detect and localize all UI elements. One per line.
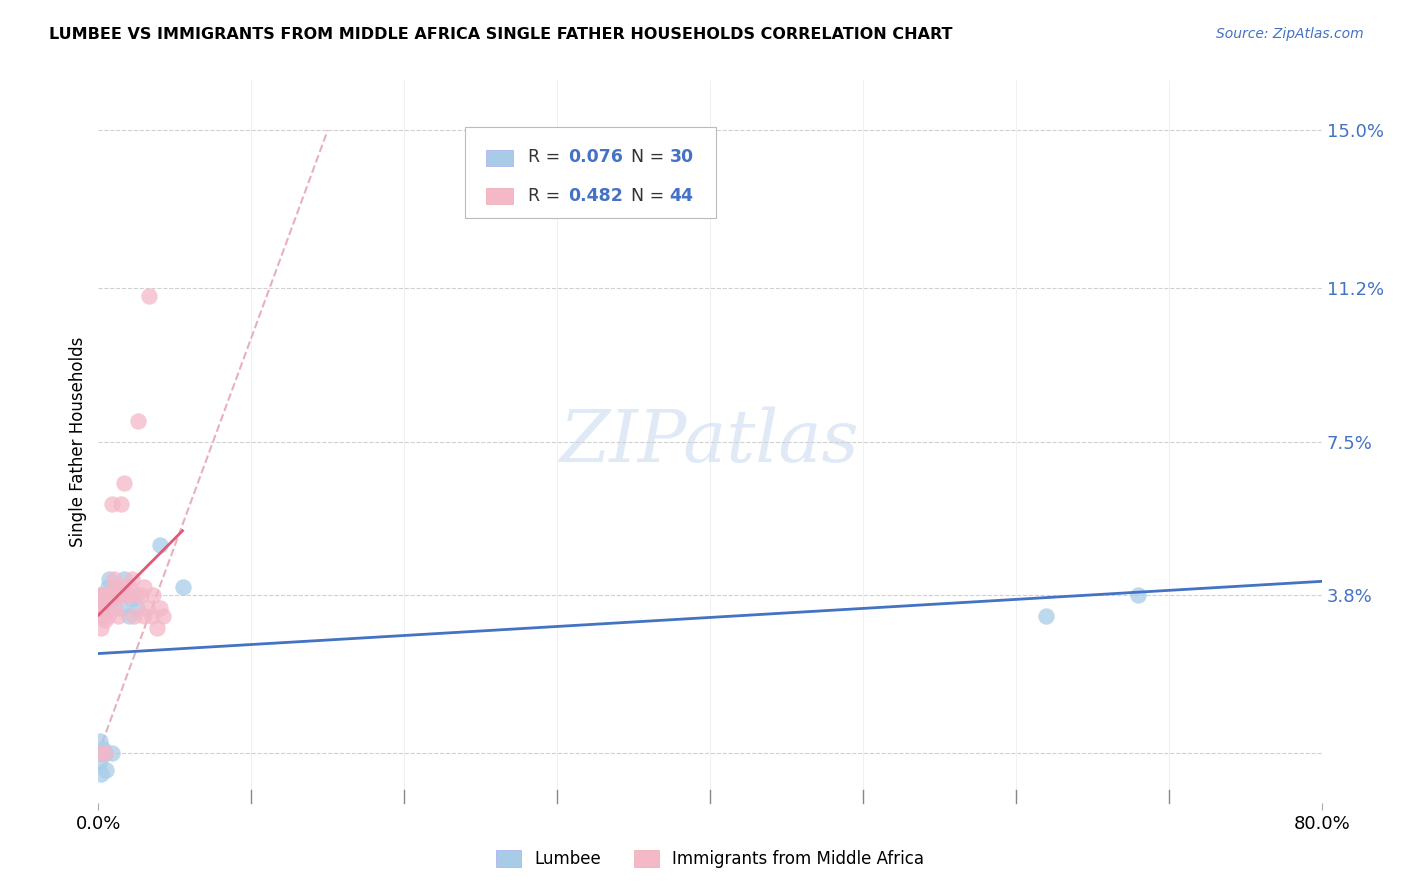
Point [97, 609, 120, 624]
Point [129, 588, 152, 602]
Point [89, 733, 111, 747]
Point [90, 766, 112, 780]
Legend: Lumbee, Immigrants from Middle Africa: Lumbee, Immigrants from Middle Africa [489, 844, 931, 875]
Point [90, 609, 112, 624]
Point [94, 588, 117, 602]
Point [100, 592, 122, 607]
Point [91, 746, 114, 760]
Point [118, 588, 141, 602]
Point [138, 289, 160, 303]
Point [118, 580, 141, 594]
Text: R =: R = [527, 186, 565, 204]
Point [101, 746, 124, 760]
Point [91, 600, 114, 615]
Point [93, 613, 115, 627]
Point [107, 609, 129, 624]
Point [104, 580, 127, 594]
Point [91, 609, 114, 624]
Text: 0.076: 0.076 [568, 148, 623, 167]
Point [91, 597, 114, 611]
Point [121, 592, 143, 607]
Point [136, 600, 159, 615]
Point [105, 588, 128, 602]
Point [89, 609, 111, 624]
Text: N =: N = [620, 186, 669, 204]
FancyBboxPatch shape [486, 150, 513, 166]
Text: 30: 30 [669, 148, 693, 167]
Point [90, 600, 112, 615]
Point [90, 588, 112, 602]
Point [115, 588, 138, 602]
Point [91, 741, 114, 756]
Point [103, 588, 125, 602]
Point [89, 588, 111, 602]
Point [1128, 588, 1150, 602]
Text: 0.482: 0.482 [568, 186, 623, 204]
Point [111, 580, 134, 594]
Point [90, 588, 112, 602]
Point [103, 572, 125, 586]
Point [1035, 609, 1057, 624]
Text: Source: ZipAtlas.com: Source: ZipAtlas.com [1216, 27, 1364, 41]
Point [122, 609, 145, 624]
FancyBboxPatch shape [486, 188, 513, 204]
Point [103, 580, 125, 594]
Point [118, 609, 141, 624]
Point [94, 600, 117, 615]
Point [141, 609, 163, 624]
Point [97, 580, 120, 594]
Point [89, 746, 111, 760]
Point [100, 588, 122, 602]
Point [149, 600, 172, 615]
Point [90, 746, 112, 760]
Point [93, 746, 115, 760]
Point [134, 580, 156, 594]
Point [93, 746, 115, 760]
Text: 44: 44 [669, 186, 693, 204]
Point [93, 600, 115, 615]
Point [98, 588, 121, 602]
Text: N =: N = [620, 148, 669, 167]
Point [104, 600, 127, 615]
Point [108, 588, 131, 602]
Point [89, 746, 111, 760]
Point [125, 588, 148, 602]
Text: R =: R = [527, 148, 565, 167]
Point [125, 600, 148, 615]
FancyBboxPatch shape [465, 128, 716, 218]
Point [152, 609, 174, 624]
Point [101, 497, 124, 511]
Point [112, 572, 135, 586]
Point [112, 476, 135, 491]
Point [89, 754, 111, 768]
Point [121, 572, 143, 586]
Point [110, 497, 132, 511]
Point [89, 597, 111, 611]
Text: LUMBEE VS IMMIGRANTS FROM MIDDLE AFRICA SINGLE FATHER HOUSEHOLDS CORRELATION CHA: LUMBEE VS IMMIGRANTS FROM MIDDLE AFRICA … [49, 27, 953, 42]
Point [127, 414, 149, 428]
Point [172, 580, 194, 594]
Point [98, 572, 121, 586]
Point [94, 763, 117, 777]
Point [110, 600, 132, 615]
Y-axis label: Single Father Households: Single Father Households [69, 336, 87, 547]
Point [145, 621, 167, 635]
Point [142, 588, 165, 602]
Point [149, 538, 172, 552]
Point [105, 588, 128, 602]
Point [93, 588, 115, 602]
Point [94, 588, 117, 602]
Text: ZIPatlas: ZIPatlas [560, 406, 860, 477]
Point [90, 621, 112, 635]
Point [134, 609, 156, 624]
